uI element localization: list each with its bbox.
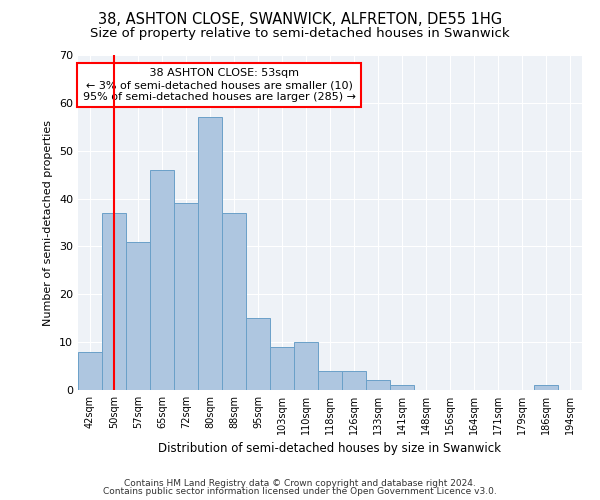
Bar bbox=[126, 242, 150, 390]
Bar bbox=[390, 385, 414, 390]
Text: Size of property relative to semi-detached houses in Swanwick: Size of property relative to semi-detach… bbox=[90, 28, 510, 40]
Bar bbox=[342, 371, 366, 390]
Bar bbox=[366, 380, 390, 390]
X-axis label: Distribution of semi-detached houses by size in Swanwick: Distribution of semi-detached houses by … bbox=[158, 442, 502, 456]
Text: Contains public sector information licensed under the Open Government Licence v3: Contains public sector information licen… bbox=[103, 487, 497, 496]
Bar bbox=[198, 117, 222, 390]
Y-axis label: Number of semi-detached properties: Number of semi-detached properties bbox=[43, 120, 53, 326]
Bar bbox=[534, 385, 558, 390]
Bar bbox=[150, 170, 174, 390]
Bar bbox=[294, 342, 318, 390]
Bar bbox=[246, 318, 270, 390]
Text: 38 ASHTON CLOSE: 53sqm
← 3% of semi-detached houses are smaller (10)
95% of semi: 38 ASHTON CLOSE: 53sqm ← 3% of semi-deta… bbox=[83, 68, 356, 102]
Bar bbox=[270, 347, 294, 390]
Bar bbox=[78, 352, 102, 390]
Bar bbox=[102, 213, 126, 390]
Bar bbox=[222, 213, 246, 390]
Bar bbox=[318, 371, 342, 390]
Text: 38, ASHTON CLOSE, SWANWICK, ALFRETON, DE55 1HG: 38, ASHTON CLOSE, SWANWICK, ALFRETON, DE… bbox=[98, 12, 502, 28]
Bar bbox=[174, 204, 198, 390]
Text: Contains HM Land Registry data © Crown copyright and database right 2024.: Contains HM Land Registry data © Crown c… bbox=[124, 478, 476, 488]
